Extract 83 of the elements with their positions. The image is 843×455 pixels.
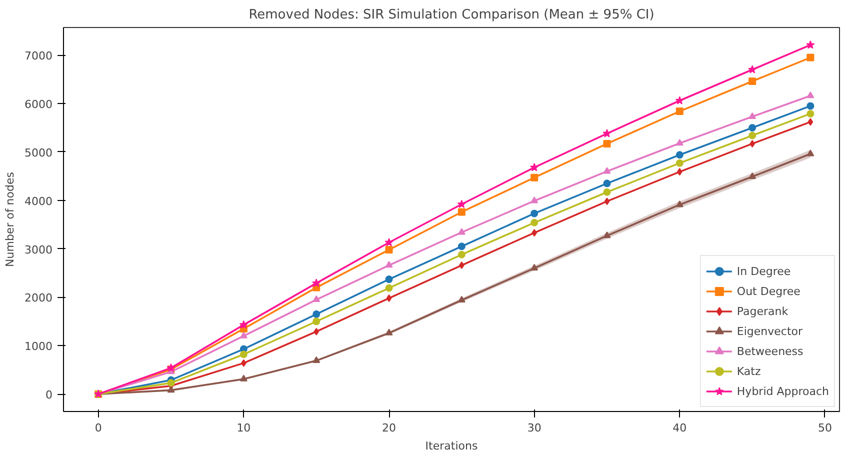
point <box>808 118 814 126</box>
y-tick-label: 6000 <box>24 98 53 112</box>
x-tick-label: 40 <box>672 422 687 434</box>
point <box>806 40 815 49</box>
point <box>676 138 684 146</box>
point <box>530 264 538 271</box>
y-tick-label: 0 <box>46 388 52 402</box>
point <box>603 188 611 196</box>
point <box>530 210 538 218</box>
point <box>530 174 538 182</box>
y-tick-label: 3000 <box>24 243 53 256</box>
point <box>603 167 611 174</box>
point <box>676 108 684 116</box>
point <box>806 54 814 62</box>
x-tick-label: 10 <box>236 422 251 434</box>
point <box>748 132 756 140</box>
y-tick-label: 5000 <box>24 146 53 160</box>
point <box>806 150 814 156</box>
x-axis-title: Iterations <box>425 440 478 452</box>
point <box>385 328 393 336</box>
legend-label: Pagerank <box>736 304 788 318</box>
point <box>530 218 538 226</box>
point <box>312 278 321 287</box>
point <box>314 328 320 336</box>
y-tick-label: 7000 <box>24 50 53 63</box>
point <box>748 65 757 74</box>
point <box>458 228 466 235</box>
point <box>385 261 393 268</box>
point <box>748 112 756 119</box>
y-axis-title: Number of nodes <box>4 172 17 267</box>
x-tick-label: 30 <box>527 422 542 434</box>
point <box>312 310 320 318</box>
point <box>458 208 466 216</box>
point <box>167 379 175 387</box>
point <box>240 350 248 358</box>
x-tick-label: 0 <box>94 422 102 434</box>
point <box>166 363 176 372</box>
point <box>312 356 320 364</box>
point <box>458 242 466 250</box>
point <box>530 196 538 204</box>
point <box>312 295 320 302</box>
point <box>602 129 612 138</box>
y-tick-label: 1000 <box>24 340 53 354</box>
legend-label: Hybrid Approach <box>736 384 829 398</box>
point <box>530 162 539 172</box>
x-tick-label: 50 <box>818 422 832 434</box>
legend-label: In Degree <box>736 264 791 278</box>
point <box>385 284 393 292</box>
point <box>312 318 320 326</box>
point <box>676 200 684 208</box>
point <box>458 296 466 302</box>
point <box>385 246 393 254</box>
point <box>806 110 814 118</box>
point <box>458 250 466 258</box>
y-tick-label: 2000 <box>24 292 53 305</box>
point <box>676 168 682 176</box>
point <box>748 124 756 132</box>
legend-label: Betweeness <box>736 344 804 358</box>
point <box>806 92 814 98</box>
point <box>603 231 611 238</box>
point <box>603 180 611 188</box>
point <box>806 102 814 110</box>
point <box>386 294 392 302</box>
point <box>385 276 393 284</box>
point <box>239 320 248 329</box>
point <box>384 238 394 246</box>
point <box>748 172 756 180</box>
chart-title: Removed Nodes: SIR Simulation Comparison (Mean ± 95% CI) <box>248 8 654 22</box>
point <box>240 374 248 382</box>
point <box>748 78 756 85</box>
point <box>240 332 248 338</box>
point <box>167 386 175 393</box>
legend-label: Katz <box>736 364 761 378</box>
point <box>675 96 684 104</box>
point <box>603 140 611 148</box>
legend-label: Out Degree <box>736 284 800 298</box>
x-tick-label: 20 <box>382 422 396 434</box>
y-tick-label: 4000 <box>24 194 53 208</box>
legend-label: Eigenvector <box>736 324 803 338</box>
point <box>457 200 466 208</box>
point <box>604 198 610 206</box>
point <box>676 151 684 159</box>
point <box>676 159 684 167</box>
